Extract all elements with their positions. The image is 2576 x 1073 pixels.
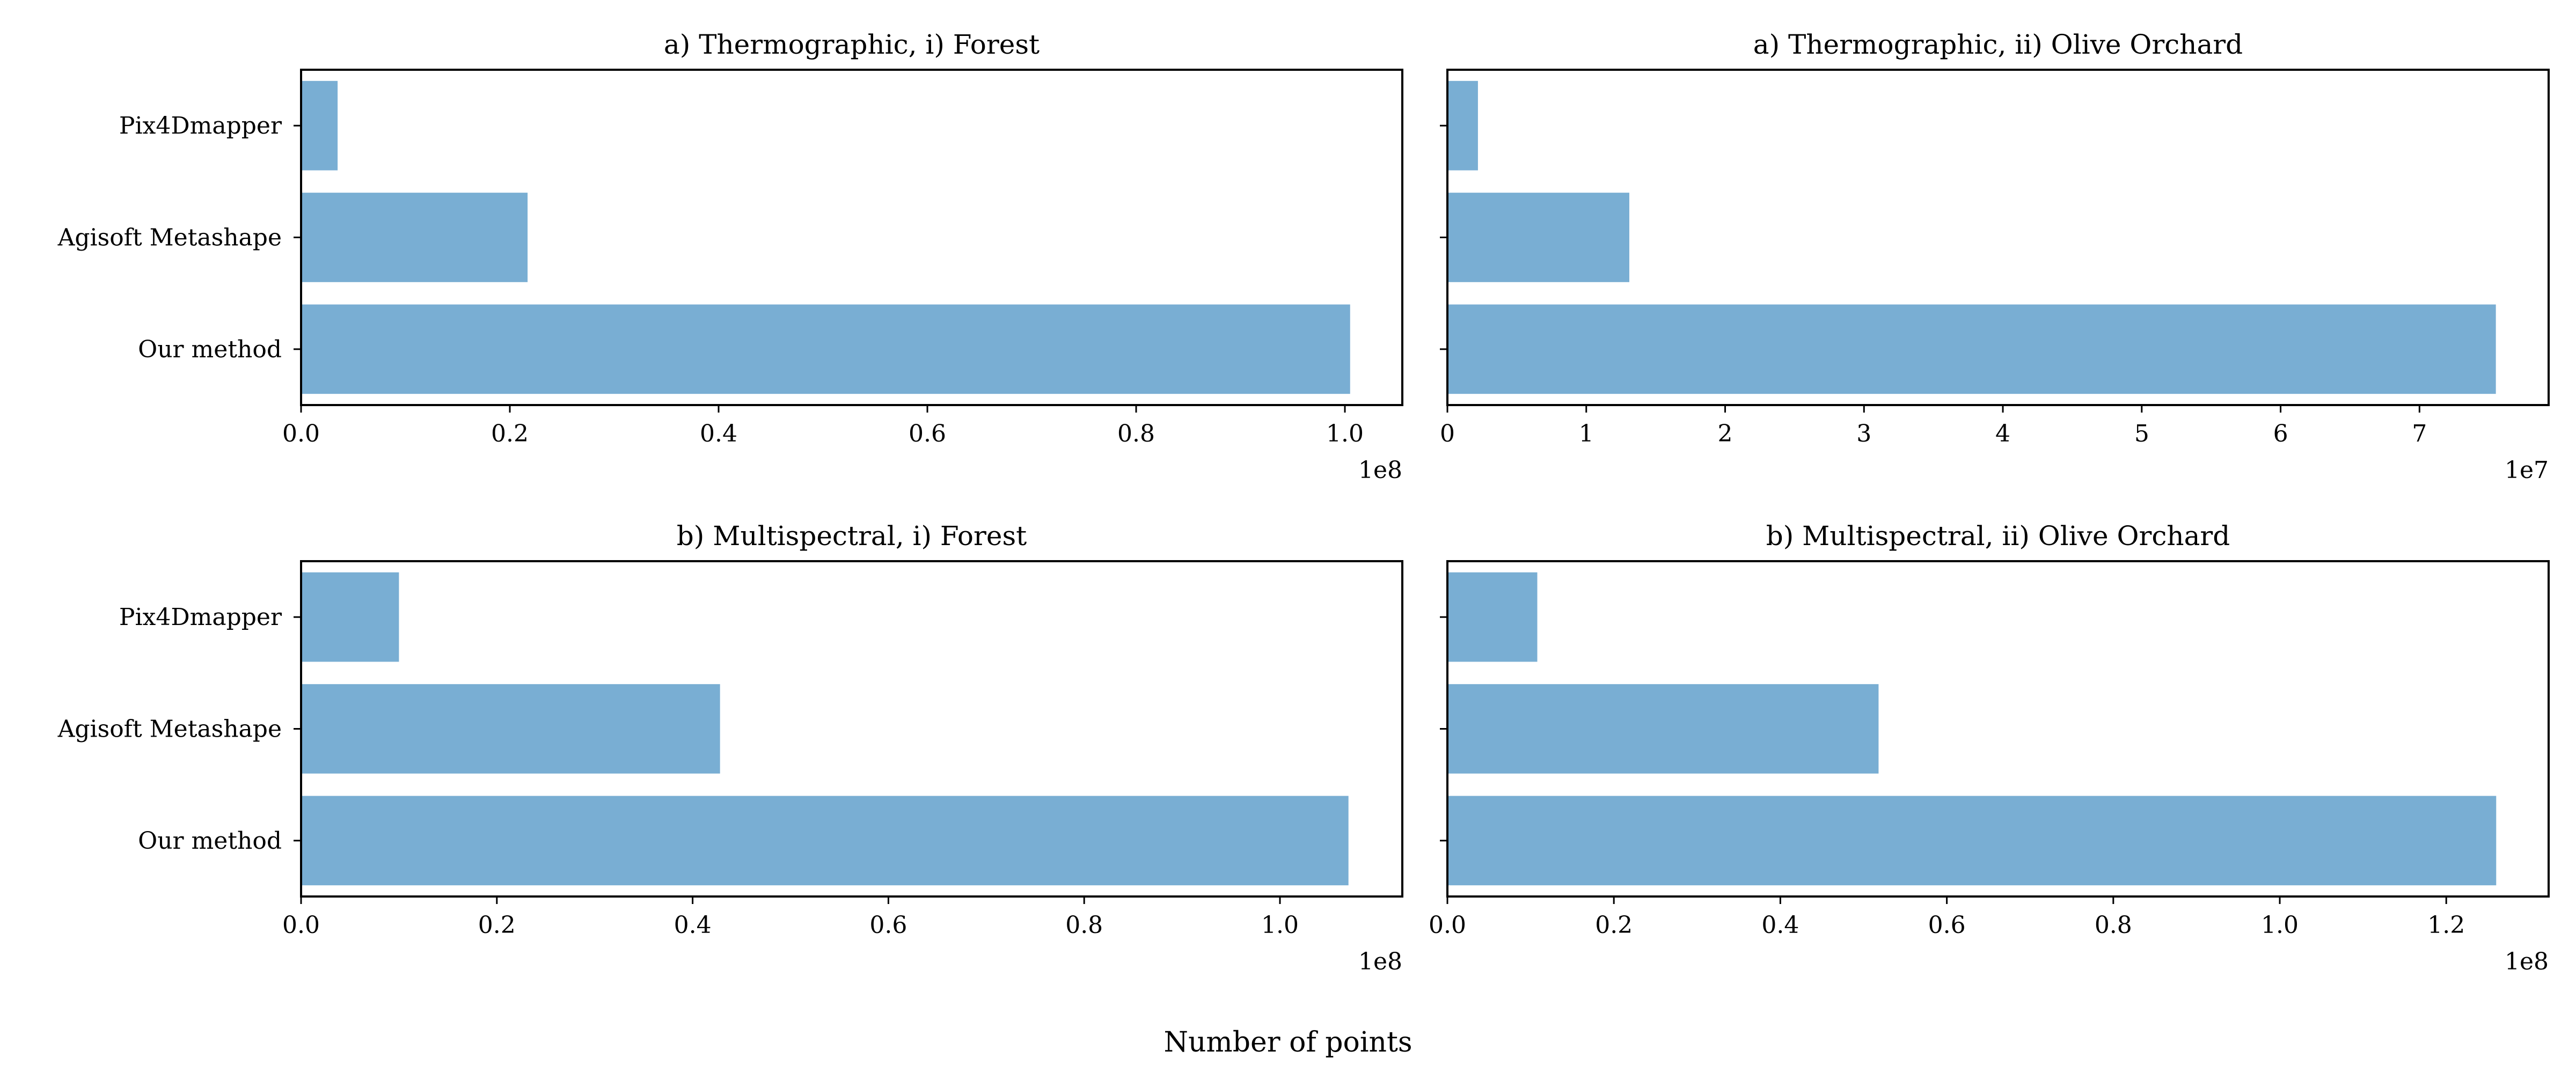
x-tick-label: 5 [2134, 420, 2149, 447]
x-tick-label: 0.6 [869, 912, 907, 939]
x-tick-label: 1 [1579, 420, 1594, 447]
bar-thermo-olive-pix4dmapper [1447, 80, 1478, 171]
x-tick-label: 0.2 [1595, 912, 1633, 939]
bar-thermo-olive-agisoft-metashape [1447, 193, 1629, 282]
x-tick-label: 3 [1856, 420, 1871, 447]
x-tick-label: 0.4 [674, 912, 712, 939]
subplot-thermo-forest: a) Thermographic, i) Forest 0.0 0.2 0.4 0.6 0… [57, 29, 1403, 484]
x-tick-label: 0.6 [1928, 912, 1966, 939]
x-tick-label: 0 [1440, 420, 1455, 447]
bar-multi-olive-our-method [1447, 796, 2497, 886]
bar-multi-forest-our-method [301, 796, 1349, 886]
bar-multi-forest-pix4dmapper [301, 572, 399, 662]
x-tick-label: 0.8 [1065, 912, 1103, 939]
x-tick-label: 0.4 [1761, 912, 1799, 939]
x-tick-label: 0.8 [1117, 420, 1155, 447]
x-tick-label: 1.0 [2261, 912, 2299, 939]
x-tick-label: 6 [2273, 420, 2288, 447]
x-offset-label: 1e8 [1358, 948, 1402, 975]
bar-multi-forest-agisoft-metashape [301, 684, 720, 774]
bar-multi-olive-pix4dmapper [1447, 572, 1538, 662]
x-tick-label: 0.0 [1429, 912, 1466, 939]
subplot-thermo-olive: a) Thermographic, ii) Olive Orchard 0 1 2 3 4… [1440, 29, 2550, 484]
x-tick-label: 4 [1995, 420, 2010, 447]
x-offset-label: 1e8 [1358, 457, 1402, 484]
x-tick-label: 0.0 [282, 912, 320, 939]
y-category-label: Our method [138, 827, 282, 855]
bar-multi-olive-agisoft-metashape [1447, 684, 1879, 774]
y-category-label: Our method [138, 336, 282, 363]
x-tick-label: 0.2 [478, 912, 516, 939]
x-tick-label: 0.0 [282, 420, 320, 447]
x-tick-label: 0.8 [2095, 912, 2132, 939]
x-tick-label: 0.2 [491, 420, 529, 447]
subplot-title: b) Multispectral, ii) Olive Orchard [1766, 520, 2230, 552]
bar-thermo-forest-our-method [301, 304, 1350, 394]
subplot-multi-forest: b) Multispectral, i) Forest 0.0 0.2 0.4 0.6 0… [57, 520, 1403, 975]
x-tick-label: 0.6 [909, 420, 946, 447]
x-tick-label: 7 [2412, 420, 2427, 447]
x-tick-label: 1.2 [2427, 912, 2465, 939]
subplot-title: a) Thermographic, ii) Olive Orchard [1753, 29, 2243, 60]
x-offset-label: 1e7 [2505, 457, 2549, 484]
x-offset-label: 1e8 [2505, 948, 2549, 975]
figure-x-axis-label: Number of points [1163, 1026, 1412, 1059]
bar-thermo-forest-pix4dmapper [301, 80, 338, 171]
subplot-grid: a) Thermographic, i) Forest 0.0 0.2 0.4 0.6 0… [57, 29, 2550, 975]
y-category-label: Pix4Dmapper [119, 604, 282, 631]
x-tick-label: 0.4 [700, 420, 737, 447]
x-tick-label: 1.0 [1261, 912, 1299, 939]
subplot-multi-olive: b) Multispectral, ii) Olive Orchard 0.0 0.… [1429, 520, 2550, 975]
y-category-label: Agisoft Metashape [57, 224, 282, 252]
bar-thermo-olive-our-method [1447, 304, 2496, 394]
y-category-label: Pix4Dmapper [119, 112, 282, 139]
x-tick-label: 2 [1718, 420, 1733, 447]
y-category-label: Agisoft Metashape [57, 716, 282, 743]
x-tick-label: 1.0 [1326, 420, 1364, 447]
bar-thermo-forest-agisoft-metashape [301, 193, 528, 282]
subplot-title: a) Thermographic, i) Forest [664, 29, 1040, 60]
subplot-title: b) Multispectral, i) Forest [677, 520, 1027, 552]
